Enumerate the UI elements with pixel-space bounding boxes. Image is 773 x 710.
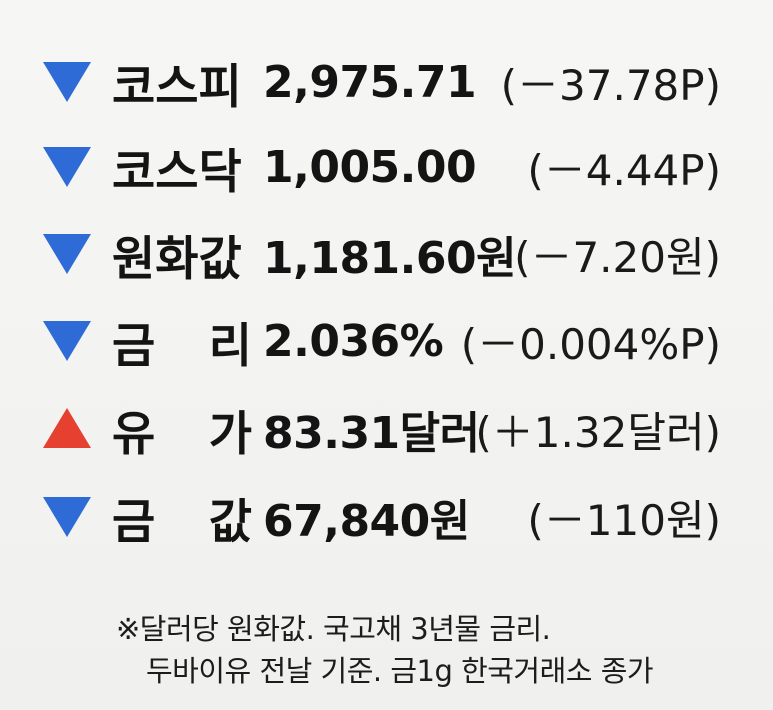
indicator-change: (－7.20원) [514,232,721,282]
indicator-name-text-2: 값 [208,494,252,550]
down-triangle-icon [40,315,94,367]
down-triangle-icon [40,141,94,193]
indicator-name-text: 코스닥 [112,144,242,200]
indicator-name-text: 코스피 [112,59,242,115]
indicator-change: (＋1.32달러) [475,407,721,457]
indicator-name-text: 금 [112,318,156,374]
indicator-value: 2.036% [263,315,444,367]
indicator-value: 1,181.60원 [263,233,517,284]
indicator-change: (－37.78P) [500,60,721,110]
down-triangle-icon [40,491,94,543]
indicator-name: 원화값 [112,214,252,294]
indicator-change: (－110원) [527,495,721,545]
row-oil-price: 유 가 83.31달러 (＋1.32달러) [0,389,773,469]
down-triangle-icon [40,228,94,280]
indicator-value: 83.31달러 [263,408,480,459]
footnote-line-1: ※달러당 원화값. 국고채 3년물 금리. [116,612,551,646]
footnote-line-2: 두바이유 전날 기준. 금1g 한국거래소 종가 [146,654,654,688]
indicator-name-text-2: 가 [208,406,252,462]
row-won-value: 원화값 1,181.60원 (－7.20원) [0,214,773,294]
row-kospi: 코스피 2,975.71 (－37.78P) [0,42,773,122]
indicator-value: 1,005.00 [263,141,477,193]
down-triangle-icon [40,56,94,108]
row-interest-rate: 금 리 2.036% (－0.004%P) [0,301,773,381]
indicator-change: (－4.44P) [527,145,721,195]
indicator-value: 67,840원 [263,496,470,547]
indicator-name-text: 유 [112,406,156,462]
indicator-name-text-2: 리 [208,318,252,374]
up-triangle-icon [40,403,94,455]
indicator-name: 금 리 [112,301,252,381]
row-kosdaq: 코스닥 1,005.00 (－4.44P) [0,127,773,207]
indicator-value: 2,975.71 [263,56,477,108]
indicator-name: 유 가 [112,389,252,469]
indicator-name: 금 값 [112,477,252,557]
row-gold-price: 금 값 67,840원 (－110원) [0,477,773,557]
indicator-name-text: 금 [112,494,156,550]
indicator-change: (－0.004%P) [460,319,721,369]
indicator-name-text: 원화값 [112,231,242,287]
indicator-name: 코스피 [112,42,252,122]
indicator-name: 코스닥 [112,127,252,207]
